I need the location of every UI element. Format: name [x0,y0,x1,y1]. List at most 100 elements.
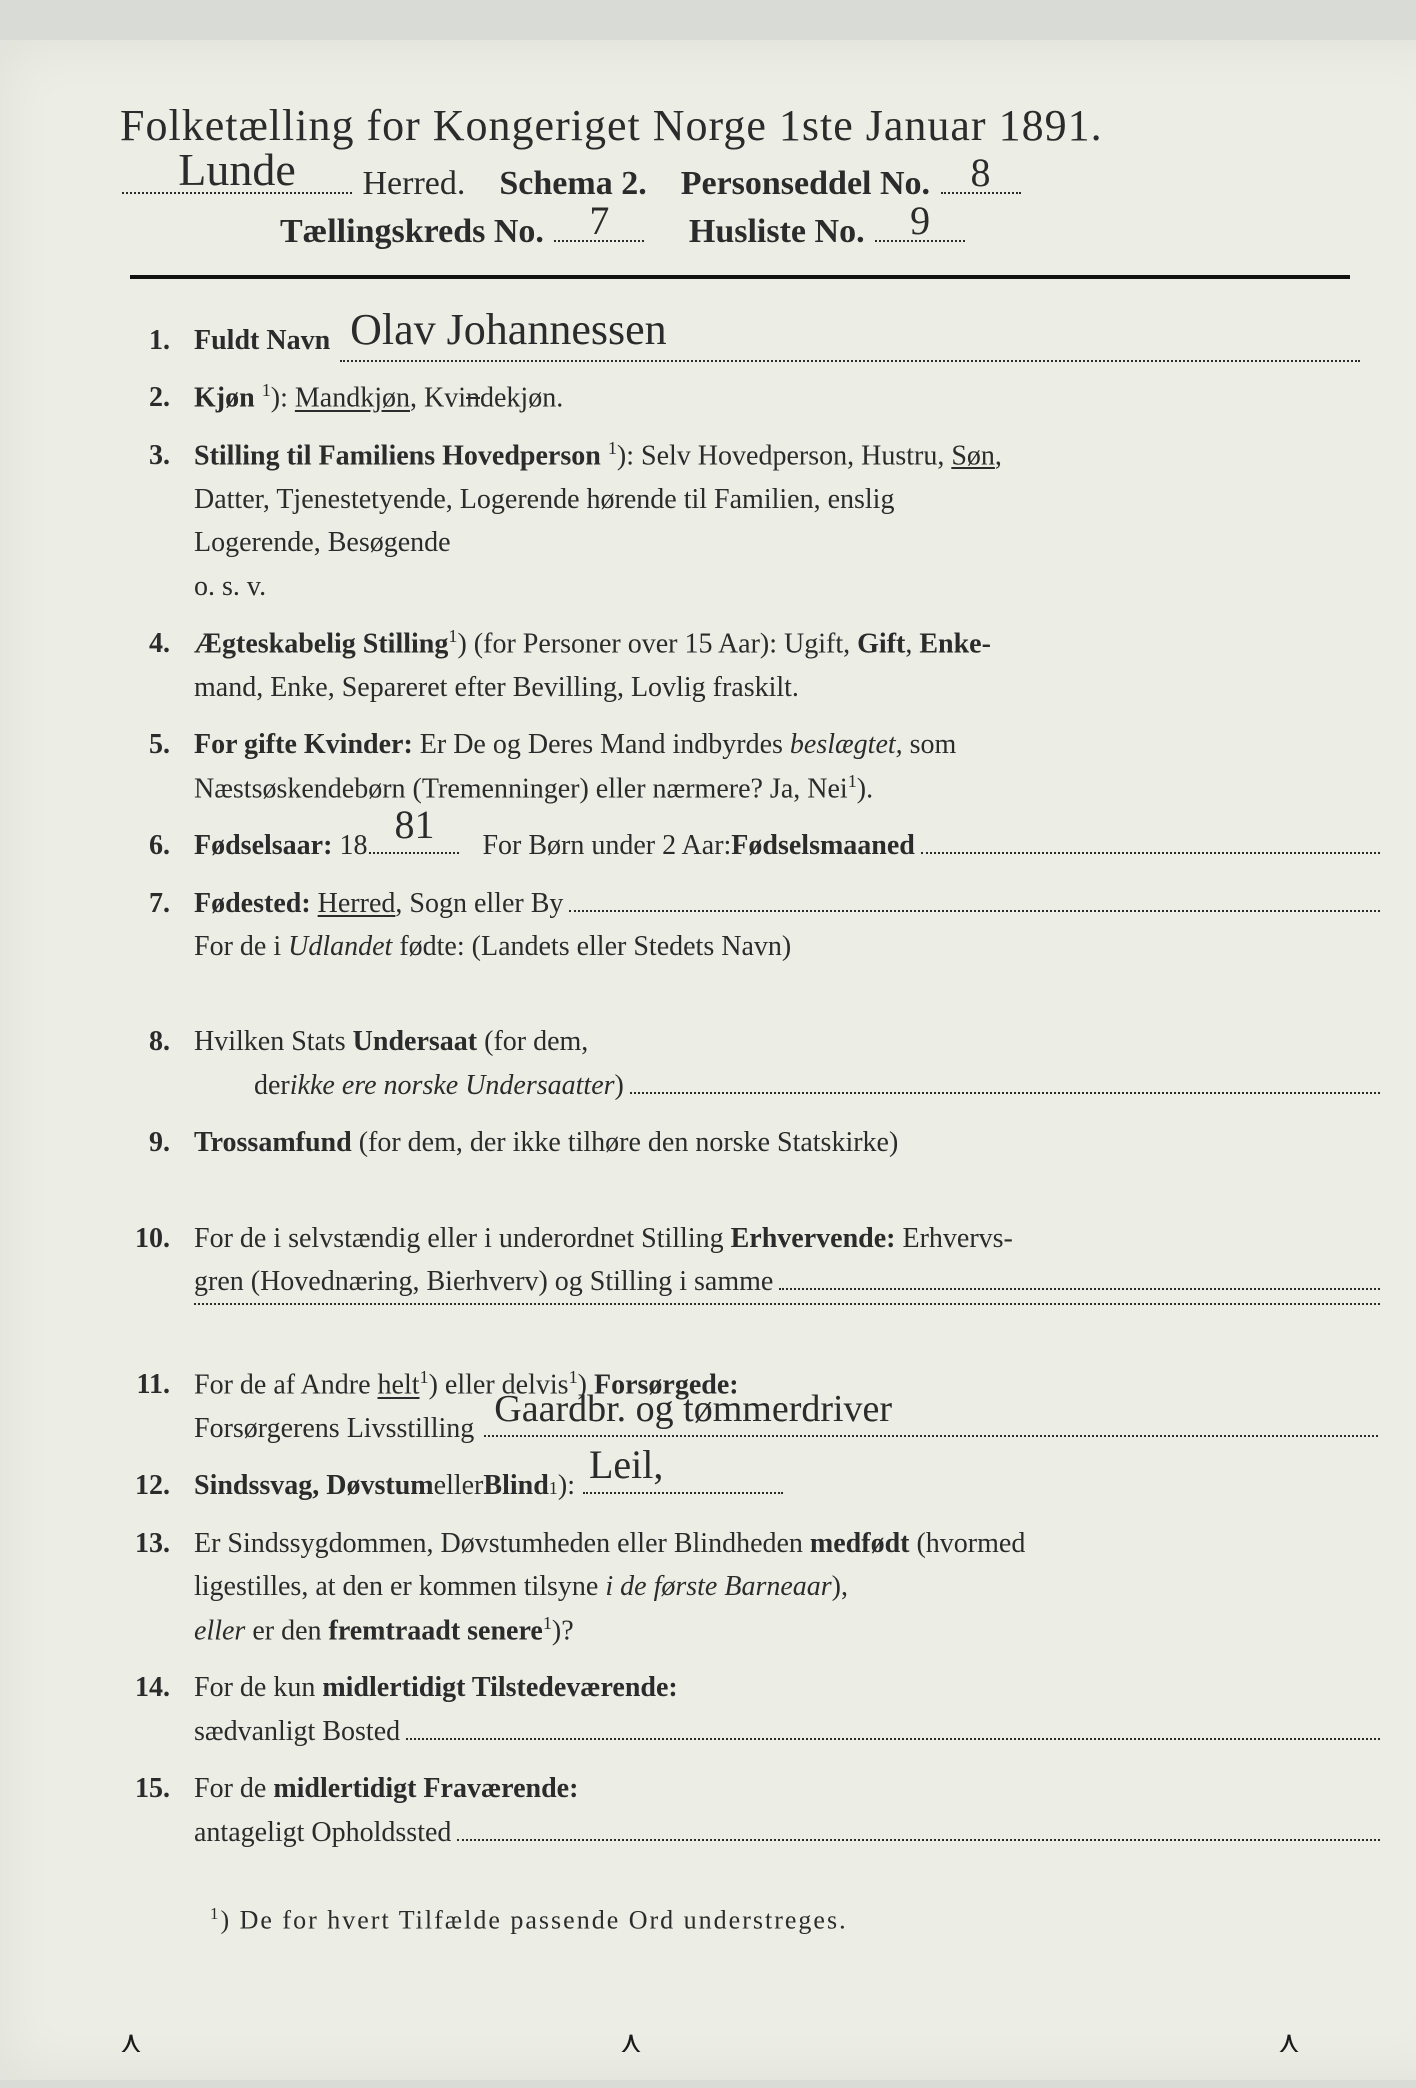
sup-1: 1 [549,1474,558,1502]
text: , Sogn eller By [395,882,563,925]
text: Er De og Deres Mand indbyrdes [420,729,790,760]
label-kjon: Kjøn [194,383,255,414]
binding-mark-icon: ⋏ [120,2025,142,2060]
text: (for dem, [477,1026,588,1057]
item-14: 14. For de kun midlertidigt Tilstedevære… [100,1666,1380,1753]
label-trossamfund: Trossamfund [194,1127,352,1158]
item-num: 3. [100,434,194,608]
text: Selv Hovedperson, Hustru, [641,440,951,471]
item-num: 6. [100,824,194,867]
item-num: 7. [100,882,194,969]
text: For de af Andre [194,1370,378,1401]
sup-1: 1 [608,438,617,458]
label-aegteskab: Ægteskabelig Stilling [194,628,448,659]
label-fodselsaar: Fødselsaar: [194,824,332,867]
year-prefix: 18 [339,824,367,867]
text: som [903,729,957,760]
text: )? [552,1615,574,1646]
dotfill [630,1092,1380,1094]
livsstilling-hand: Gaardbr. og tømmerdriver [484,1380,1388,1439]
blind: Blind [483,1464,548,1507]
husliste-label: Husliste No. [689,213,865,250]
personseddel-no: 8 [941,149,1021,196]
sup-1: 1 [420,1367,429,1387]
fremtraadt: fremtraadt senere [329,1615,543,1646]
dotfill [457,1839,1380,1841]
undersaat: Undersaat [353,1026,477,1057]
text: Logerende, Besøgende [194,527,451,558]
text: mand, Enke, Separeret efter Bevilling, L… [194,672,799,703]
item-num: 13. [100,1522,194,1653]
text: For de i [194,931,288,962]
item-num: 4. [100,622,194,709]
fravaerende: midlertidigt Fraværende: [273,1773,578,1804]
item-10: 10. For de i selvstændig eller i underor… [100,1217,1380,1312]
label-gifte-kvinder: For gifte Kvinder: [194,729,413,760]
label-fuldt-navn: Fuldt Navn [194,319,330,362]
text: For Børn under 2 Aar: [482,824,731,867]
census-form-page: 24 Folketælling for Kongeriget Norge 1st… [0,40,1416,2080]
binding-mark-icon: ⋏ [620,2025,642,2060]
erhvervende: Erhvervende: [731,1223,896,1254]
kreds-label: Tællingskreds No. [280,213,544,250]
item-num: 1. [100,319,194,362]
dotfill [779,1288,1380,1290]
text: antageligt Opholdssted [194,1811,451,1854]
text: Erhvervs- [895,1223,1012,1254]
beslaegtet: beslægtet, [790,729,903,760]
year-hand: 81 [369,794,459,856]
text: Næstsøskendebørn (Tremenninger) eller næ… [194,773,848,804]
helt: helt [378,1370,420,1401]
text: ). [857,773,873,804]
text: ), [832,1571,848,1602]
item-5: 5. For gifte Kvinder: Er De og Deres Man… [100,723,1380,810]
sup-1: 1 [543,1613,552,1633]
herred-label: Herred. [363,165,466,202]
text: eller [434,1464,484,1507]
barneaar: i de første Barneaar [605,1571,831,1602]
label-sindssvag: Sindssvag, Døvstum [194,1464,434,1507]
item-2: 2. Kjøn 1): Mandkjøn, Kvindekjøn. [100,376,1380,420]
item12-hand: Leil, [583,1434,789,1496]
dotfill [406,1738,1380,1740]
label-fodested: Fødested: [194,882,311,925]
footnote: 1) De for hvert Tilfælde passende Ord un… [210,1904,1380,1936]
item-6: 6. Fødselsaar: 1881 For Børn under 2 Aar… [100,824,1380,867]
opt-son: Søn [951,440,995,471]
text: For de i selvstændig eller i underordnet… [194,1223,731,1254]
sup-1: 1 [210,1904,220,1923]
dotfill [569,910,1380,912]
item-12: 12. Sindssvag, Døvstum eller Blind1): Le… [100,1464,1380,1507]
text: Datter, Tjenestetyende, Logerende hørend… [194,484,894,515]
header-rule [130,275,1350,279]
text: , [995,440,1002,471]
item-num: 11. [100,1363,194,1450]
subheader-line2: Tællingskreds No. 7 Husliste No. 9 [280,213,1380,251]
sup-1: 1 [262,380,271,400]
text: (for dem, der ikke tilhøre den norske St… [352,1127,899,1158]
text: Hvilken Stats [194,1026,353,1057]
item-1: 1. Fuldt Navn Olav Johannessen [100,319,1380,362]
item-num: 12. [100,1464,194,1507]
footnote-text: ) De for hvert Tilfælde passende Ord und… [220,1906,847,1935]
text: Er Sindssygdommen, Døvstumheden eller Bl… [194,1528,810,1559]
item-num: 8. [100,1020,194,1107]
opt-kvindekjon: Kvindekjøn. [424,383,563,414]
herred-under: Herred [318,882,396,925]
husliste-no: 9 [875,197,965,244]
text: der [254,1064,290,1107]
ikke-norske: ikke ere norske Undersaatter [290,1064,615,1107]
text: gren (Hovednæring, Bierhverv) og Stillin… [194,1260,773,1303]
item-num: 9. [100,1121,194,1164]
herred-handwritten: Lunde [122,143,352,196]
dotfill [921,852,1380,854]
kreds-no: 7 [554,197,644,244]
medfodt: medfødt [810,1528,910,1559]
item-num: 5. [100,723,194,810]
fodselsmaaned: Fødselsmaaned [731,824,915,867]
text: For de kun [194,1672,322,1703]
tilstedevaerende: midlertidigt Tilstedeværende: [322,1672,677,1703]
dotfill [194,1303,1380,1305]
item-8: 8. Hvilken Stats Undersaat (for dem, der… [100,1020,1380,1107]
text: (hvormed [909,1528,1025,1559]
